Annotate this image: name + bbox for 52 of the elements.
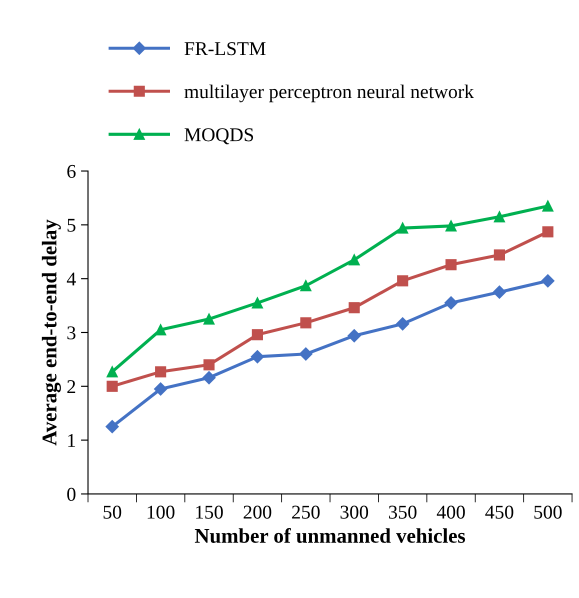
point [155,366,166,378]
x-tick-label: 50 [104,506,122,519]
point [445,220,457,232]
y-tick-label: 3 [67,326,76,340]
point [348,254,360,266]
y-tick-label: 6 [67,164,76,178]
point [348,302,360,314]
y-tick-label: 1 [68,434,76,447]
x-tick-label: 450 [485,506,514,519]
y-tick-label: 0 [67,488,76,501]
x-tick-label: 100 [148,506,174,519]
point [397,222,408,234]
point [203,359,215,370]
point [203,313,215,325]
x-tick-label: 400 [436,506,465,519]
point [154,382,168,396]
point [250,350,264,364]
point [542,200,554,212]
point [396,317,410,330]
point [348,329,361,342]
point [445,259,457,270]
x-tick-label: 150 [196,506,223,519]
point [106,366,118,378]
point [444,296,458,310]
point [300,317,312,328]
y-tick-label: 4 [66,272,76,286]
legend-label: FR-LSTM [184,42,266,56]
point [541,274,554,288]
x-axis-title: Number of unmanned vehicles [194,528,466,543]
y-tick-label: 5 [68,218,76,232]
point [397,275,408,286]
point [494,211,505,222]
point [492,286,506,299]
point [106,420,119,434]
x-tick-label: 300 [340,506,368,519]
point [494,249,505,261]
point [299,347,312,361]
x-tick-label: 500 [534,506,562,519]
point [106,380,118,392]
y-axis-title: Average end-to-end delay [42,219,61,446]
legend-label: multilayer perceptron neural network [184,84,474,102]
x-tick-label: 250 [292,506,320,519]
legend-label: MOQDS [184,128,254,144]
x-tick-label: 200 [244,506,272,519]
point [202,371,216,384]
point [155,324,166,336]
point [252,329,263,340]
point [252,297,263,308]
point [300,280,312,292]
point [542,226,554,238]
y-tick-label: 2 [67,380,76,394]
x-tick-label: 350 [388,506,416,519]
